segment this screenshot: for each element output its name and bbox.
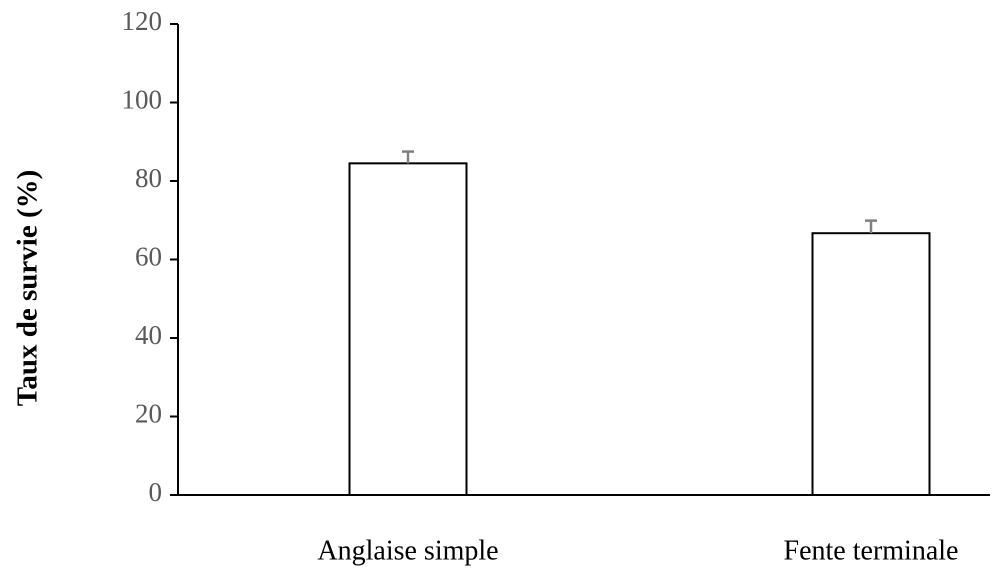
y-axis-label: Taux de survie (%) [12,170,44,407]
error-bar [865,219,877,234]
x-tick-label: Fente terminale [784,535,959,566]
y-tick-label: 20 [135,399,162,429]
y-tick-label: 40 [135,320,162,350]
y-tick-label: 80 [135,163,162,193]
y-tick-label: 0 [149,477,163,507]
y-tick-label: 100 [122,85,163,115]
error-bar [402,150,414,164]
bar [348,162,468,496]
bar [811,232,931,496]
x-tick-label: Anglaise simple [317,535,498,566]
y-tick-label: 120 [122,6,163,36]
y-tick-label: 60 [135,242,162,272]
